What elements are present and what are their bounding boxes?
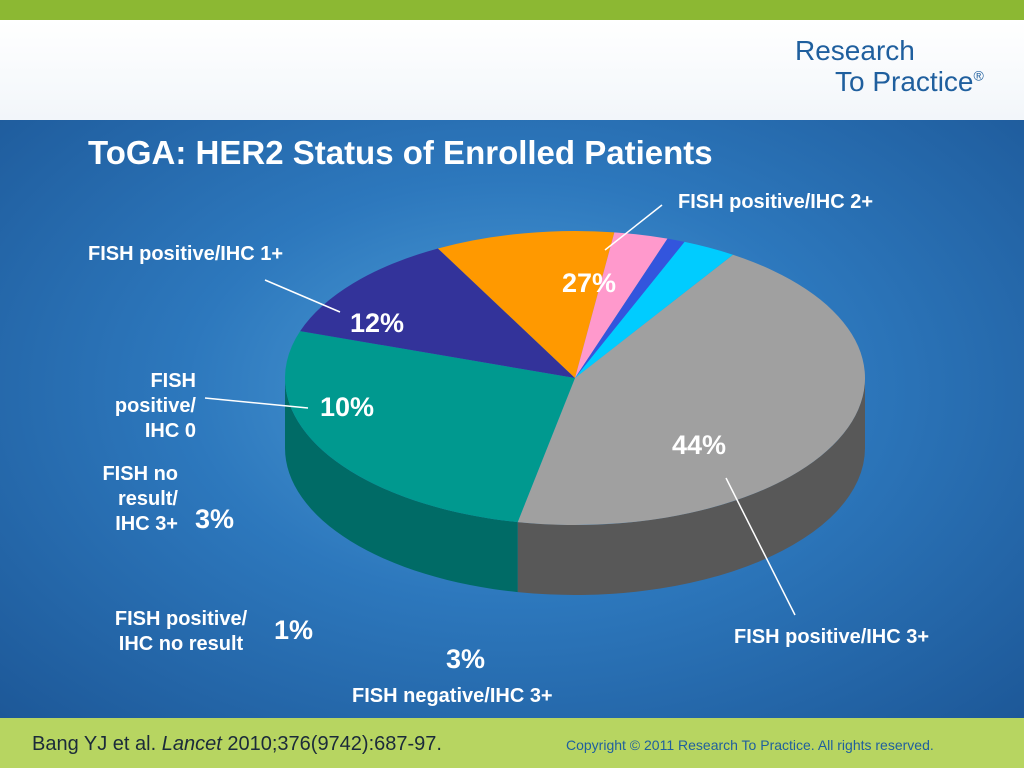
pie-slice-fish-negative-ihc-3 [575, 241, 733, 378]
pct-fish-positive-ihc-no-result: 1% [274, 615, 314, 645]
leader-lines [204, 204, 796, 616]
pie-slice-fish-positive-ihc-no-result [575, 238, 685, 378]
footer-band [0, 718, 1024, 768]
citation: Bang YJ et al. Lancet 2010;376(9742):687… [32, 733, 442, 756]
leader-fish-positive-ihc-1 [264, 279, 341, 313]
slide-title: ToGA: HER2 Status of Enrolled Patients [88, 134, 713, 171]
copyright-notice: Copyright © 2011 Research To Practice. A… [566, 737, 934, 753]
pie-sides [285, 378, 865, 595]
logo-to-practice: To Practice® [835, 66, 984, 98]
citation-authors: Bang YJ et al. [32, 733, 157, 755]
top-accent-bar [0, 0, 1024, 20]
label-fish-no-result-ihc-3-text: FISH no result/ IHC 3+ [102, 463, 178, 535]
leader-fish-positive-ihc-0 [204, 397, 309, 409]
pie-slices [284, 231, 865, 525]
pct-fish-positive-ihc-3: 44% [672, 430, 727, 460]
pct-fish-positive-ihc-2: 27% [562, 268, 617, 298]
pct-fish-positive-ihc-0: 10% [320, 392, 375, 422]
pct-fish-positive-ihc-1: 12% [350, 308, 405, 338]
label-fish-positive-ihc-no-result: FISH positive/ IHC no result [90, 607, 272, 657]
label-fish-positive-ihc-3: FISH positive/IHC 3+ [734, 626, 930, 648]
label-fish-positive-ihc-no-result-text: FISH positive/ IHC no result [114, 608, 248, 655]
pie-side-fish-positive-ihc-3 [517, 378, 865, 595]
logo-to-practice-text: To Practice [835, 66, 974, 97]
logo-research: Research [795, 35, 915, 66]
label-fish-negative-ihc-3: FISH negative/IHC 3+ [352, 685, 553, 707]
leader-fish-positive-ihc-3 [725, 477, 796, 616]
pie-side-fish-positive-ihc-2 [285, 378, 518, 593]
citation-ref: 2010;376(9742):687-97. [227, 733, 442, 755]
label-fish-no-result-ihc-3: FISH no result/ IHC 3+ [60, 462, 178, 537]
pie-slice-fish-positive-ihc-0 [437, 231, 615, 378]
pct-fish-negative-ihc-3: 3% [446, 644, 486, 674]
pie-slice-fish-no-result-ihc-3 [575, 232, 668, 378]
registered-mark: ® [973, 67, 984, 84]
label-fish-positive-ihc-2: FISH positive/IHC 2+ [678, 191, 874, 213]
label-fish-positive-ihc-0-text: FISH positive/ IHC 0 [114, 370, 196, 442]
pct-fish-no-result-ihc-3: 3% [195, 504, 235, 534]
leader-fish-positive-ihc-2 [604, 204, 663, 251]
pie-slice-fish-positive-ihc-1 [300, 248, 575, 378]
citation-journal: Lancet [161, 733, 222, 755]
label-fish-positive-ihc-1: FISH positive/IHC 1+ [88, 243, 284, 265]
pie-slice-fish-positive-ihc-2 [284, 331, 575, 523]
slide-header [0, 20, 1024, 120]
pie-slice-fish-positive-ihc-3 [517, 254, 865, 525]
label-fish-positive-ihc-0: FISH positive/ IHC 0 [20, 369, 196, 444]
